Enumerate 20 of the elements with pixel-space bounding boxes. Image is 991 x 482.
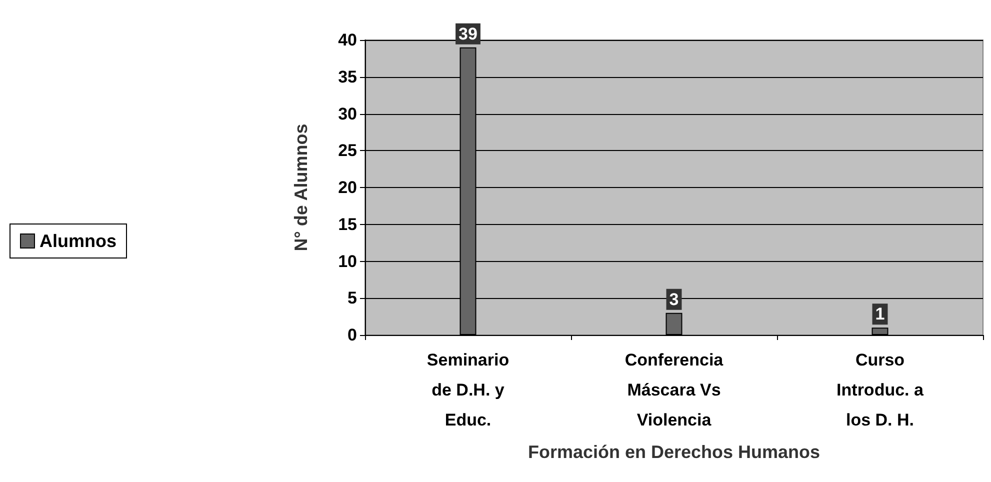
y-tick-label: 5 xyxy=(348,288,357,308)
y-tick-label: 10 xyxy=(338,252,357,271)
y-tick-label: 15 xyxy=(338,214,357,234)
y-tick-label: 40 xyxy=(338,30,357,50)
y-tick-label: 20 xyxy=(338,178,357,197)
y-axis-title: N° de Alumnos xyxy=(291,124,311,252)
data-label: 3 xyxy=(669,290,679,309)
y-tick-label: 0 xyxy=(348,326,357,344)
x-tick-label: Conferencia Máscara Vs Violencia xyxy=(624,350,724,430)
data-label: 39 xyxy=(458,24,478,44)
x-tick-label: Curso Introduc. a los D. H. xyxy=(836,350,924,430)
y-tick-label: 30 xyxy=(338,104,357,124)
y-tick-label: 25 xyxy=(338,141,357,160)
x-axis-title: Formación en Derechos Humanos xyxy=(528,442,820,462)
data-label: 1 xyxy=(875,304,885,324)
legend-label: Alumnos xyxy=(40,231,117,251)
bar xyxy=(666,312,682,335)
x-tick-label: Seminario de D.H. y Educ. xyxy=(426,350,510,430)
bar xyxy=(872,328,888,335)
y-tick-label: 35 xyxy=(338,67,357,86)
